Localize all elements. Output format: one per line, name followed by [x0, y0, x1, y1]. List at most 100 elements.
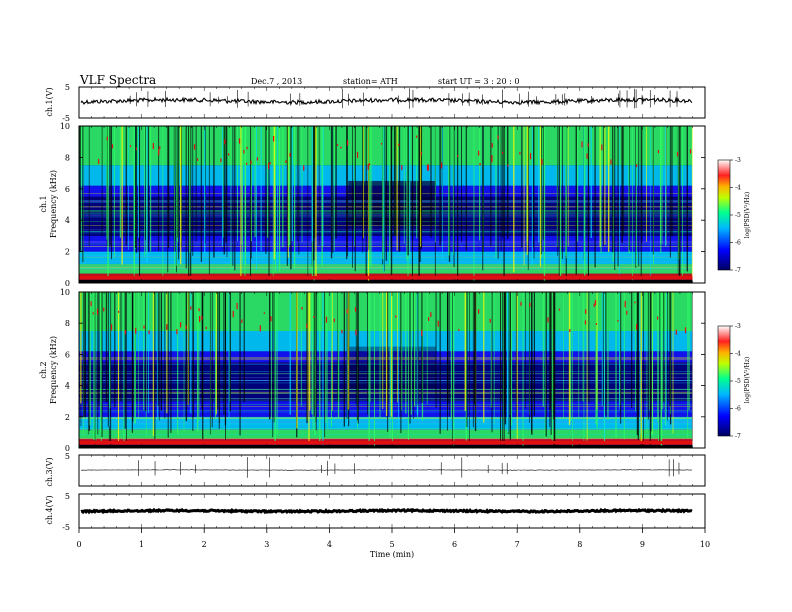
high-psd-speckle: [246, 146, 248, 150]
high-psd-speckle: [143, 325, 145, 329]
station-label: station= ATH: [343, 77, 398, 86]
x-tick-label: 6: [452, 540, 457, 549]
ch1-waveform-frame: [78, 86, 706, 119]
high-psd-speckle: [479, 163, 481, 166]
colorbar-tick-label: -3: [735, 157, 741, 164]
high-psd-speckle: [232, 310, 234, 318]
high-psd-speckle: [427, 317, 430, 321]
colorbar-tick-label: -7: [735, 433, 741, 440]
high-psd-speckle: [569, 329, 571, 333]
high-psd-speckle: [199, 316, 201, 323]
high-psd-speckle: [289, 152, 291, 157]
ch1-spectrogram: [79, 126, 705, 283]
high-psd-speckle: [355, 329, 357, 336]
high-psd-speckle: [285, 160, 287, 163]
ch3-waveform-ylabel: ch.3(V): [45, 457, 54, 486]
high-psd-speckle: [367, 163, 369, 170]
waveform-line: [80, 96, 693, 106]
high-psd-speckle: [529, 302, 531, 307]
ch1-ytick-bottom: -5: [62, 114, 70, 123]
high-psd-speckle: [529, 153, 532, 160]
high-psd-speckle: [313, 315, 315, 318]
high-psd-speckle: [520, 301, 522, 306]
x-tick-label: 7: [515, 540, 520, 549]
low-frequency-band: [79, 275, 693, 280]
high-psd-speckle: [581, 141, 583, 148]
ch4-ytick-top: 5: [65, 492, 70, 501]
waveform-line: [81, 469, 693, 471]
dc-band: [79, 280, 693, 283]
high-psd-speckle: [205, 326, 207, 330]
high-psd-speckle: [356, 151, 359, 158]
high-psd-speckle: [368, 163, 371, 166]
ch2-colorbar-ticks: -3 -4 -5 -6 -7: [730, 323, 741, 440]
high-psd-speckle: [196, 158, 199, 161]
high-psd-speckle: [110, 324, 113, 331]
high-psd-speckle: [634, 301, 636, 304]
colorbar-tick-label: -6: [735, 240, 741, 247]
frequency-band: [79, 351, 693, 363]
high-psd-speckle: [636, 323, 638, 330]
high-psd-speckle: [491, 155, 493, 161]
high-psd-speckle: [336, 144, 339, 146]
high-psd-speckle: [270, 316, 272, 322]
high-psd-speckle: [96, 308, 99, 315]
y-tick-label: 0: [65, 279, 70, 288]
high-psd-speckle: [166, 324, 168, 330]
high-psd-speckle: [636, 164, 638, 168]
ch1-spectrogram-ylabel-line1: ch.1: [39, 195, 48, 212]
ch4-waveform-trace: [80, 507, 693, 515]
ch2-colorbar: [717, 325, 731, 437]
high-psd-speckle: [584, 320, 587, 325]
frequency-band: [79, 429, 693, 439]
high-psd-speckle: [491, 158, 493, 163]
ch1-waveform-trace: [80, 88, 693, 109]
high-psd-speckle: [430, 312, 432, 317]
high-psd-speckle: [519, 152, 521, 155]
high-psd-speckle: [306, 323, 308, 328]
ch3-waveform-frame: [78, 454, 706, 487]
waveform-line: [80, 507, 693, 515]
high-psd-speckle: [333, 318, 335, 323]
ch1-colorbar: [717, 159, 731, 271]
high-psd-speckle: [193, 144, 196, 150]
high-psd-speckle: [325, 316, 328, 323]
y-tick-label: 8: [65, 153, 70, 162]
y-tick-label: 2: [65, 413, 70, 422]
x-tick-label: 0: [76, 540, 81, 549]
high-psd-speckle: [507, 164, 509, 167]
ch1-waveform-ylabel: ch.1(V): [45, 87, 54, 116]
start-time-label: start UT = 3 : 20 : 0: [438, 77, 519, 86]
colorbar-tick-label: -3: [735, 323, 741, 330]
high-psd-speckle: [587, 143, 589, 147]
high-psd-speckle: [586, 153, 588, 159]
high-psd-speckle: [346, 309, 348, 314]
high-psd-speckle: [501, 151, 504, 154]
high-psd-speckle: [98, 158, 100, 164]
colorbar-tick-label: -4: [735, 185, 741, 192]
high-psd-speckle: [111, 144, 114, 149]
high-psd-speckle: [259, 325, 261, 332]
high-psd-speckle: [124, 330, 126, 335]
y-tick-label: 10: [60, 122, 70, 131]
high-psd-speckle: [593, 303, 595, 307]
y-tick-label: 6: [65, 350, 70, 359]
ch1-colorbar-ticks: -3 -4 -5 -6 -7: [730, 157, 741, 274]
ch2-spectrogram-yticks: 0 2 4 6 8 10: [60, 288, 705, 453]
ch2-spectrogram-ylabel-line1: ch.2: [39, 361, 48, 378]
high-psd-speckle: [185, 325, 187, 330]
high-psd-speckle: [421, 329, 423, 336]
x-tick-label: 9: [640, 540, 645, 549]
high-psd-speckle: [158, 148, 160, 156]
y-tick-label: 6: [65, 185, 70, 194]
high-psd-speckle: [135, 147, 138, 150]
x-tick-label: 1: [139, 540, 144, 549]
high-psd-speckle: [426, 164, 429, 171]
high-psd-speckle: [92, 312, 94, 315]
x-tick-label: 10: [700, 540, 710, 549]
y-tick-label: 4: [65, 382, 70, 391]
x-tick-label: 8: [577, 540, 582, 549]
high-psd-speckle: [267, 163, 270, 169]
high-psd-speckle: [148, 330, 150, 335]
high-psd-speckle: [478, 150, 480, 156]
